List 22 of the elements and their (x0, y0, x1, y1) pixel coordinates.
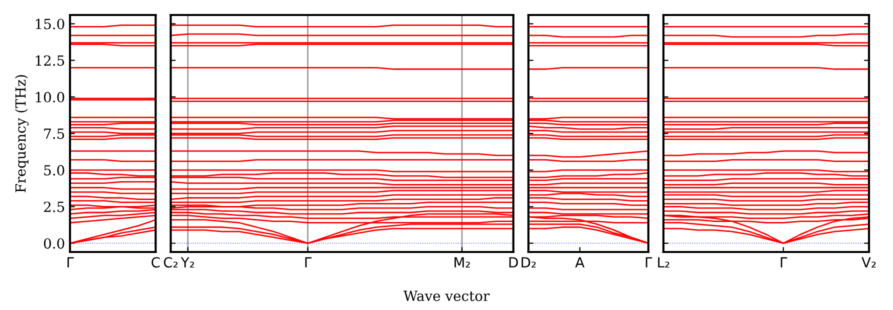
x-tick-label: L₂ (658, 257, 670, 268)
x-tick-label: C (152, 257, 160, 268)
y-tick-label: 15.0 (36, 18, 64, 30)
x-tick-label: Y₂ (180, 257, 194, 268)
x-tick-label: V₂ (862, 257, 876, 268)
y-axis-title: Frequency (THz) (15, 75, 29, 192)
y-tick-label: 7.5 (44, 128, 64, 139)
x-axis-title: Wave vector (403, 290, 490, 302)
x-tick-label: C₂ (164, 257, 178, 268)
y-tick-label: 5.0 (44, 165, 64, 176)
y-tick-label: 0.0 (44, 238, 64, 249)
x-tick-label: A (575, 257, 584, 268)
y-tick-label: 12.5 (36, 55, 64, 66)
x-tick-label: M₂ (454, 257, 470, 268)
x-tick-label: Γ (780, 257, 788, 268)
x-tick-label: D₂ (522, 257, 536, 268)
x-tick-label: D (509, 257, 518, 268)
y-tick-label: 2.5 (44, 202, 64, 212)
x-tick-label: Γ (646, 257, 652, 268)
y-tick-label: 10.0 (36, 92, 64, 102)
x-tick-label: Γ (305, 257, 312, 268)
x-tick-label: Γ (67, 257, 74, 268)
